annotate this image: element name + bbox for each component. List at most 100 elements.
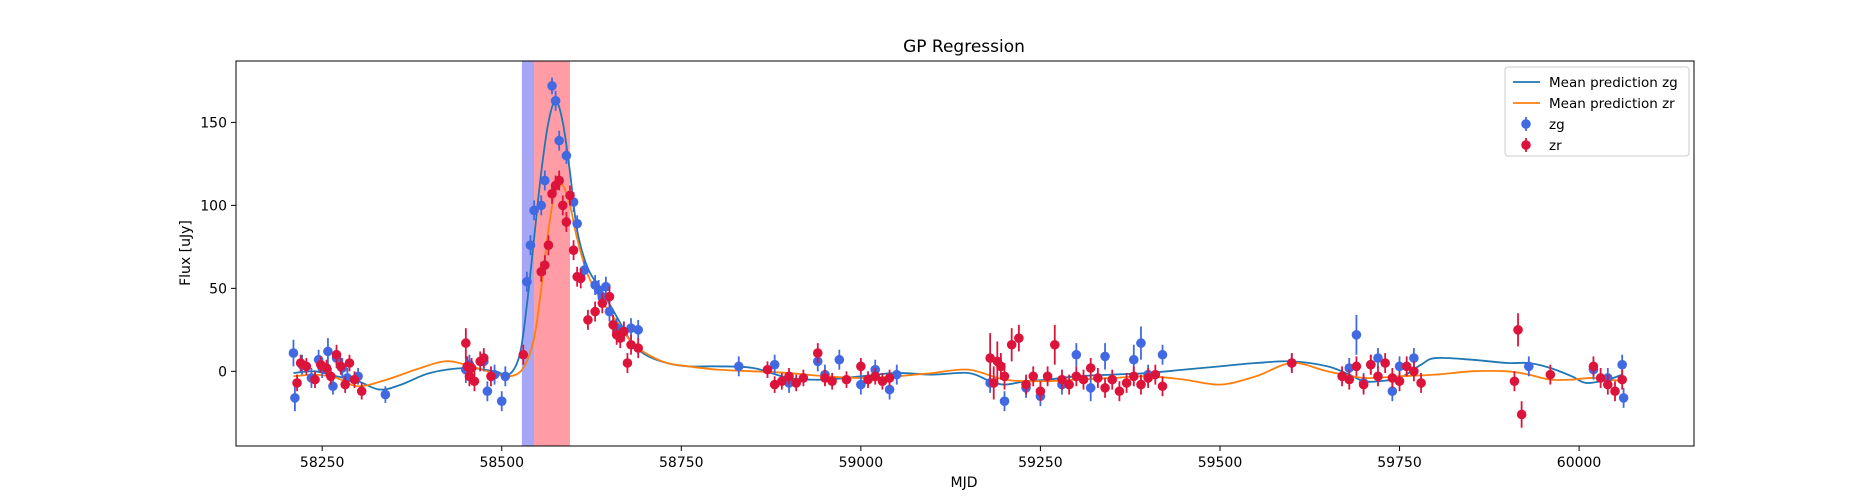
legend-label: Mean prediction zg	[1549, 75, 1678, 91]
zg-point	[1158, 350, 1168, 360]
zg-point	[572, 219, 582, 229]
zr-point	[1043, 372, 1053, 382]
zr-point	[1373, 372, 1383, 382]
y-tick-label: 50	[209, 281, 227, 297]
legend-label: zg	[1549, 117, 1565, 133]
zr-point	[1064, 380, 1074, 390]
zr-point	[619, 327, 629, 337]
y-axis-label: Flux [uJy]	[178, 220, 194, 286]
zr-point	[1409, 367, 1419, 377]
zr-point	[302, 362, 312, 372]
zg-point	[483, 386, 493, 396]
zr-point	[345, 358, 355, 368]
zr-point	[856, 362, 866, 372]
zg-point	[1072, 350, 1082, 360]
zr-point	[461, 338, 471, 348]
zr-point	[357, 386, 367, 396]
zr-point	[336, 362, 346, 372]
zr-point	[554, 176, 564, 186]
zr-point	[605, 292, 615, 302]
zr-point	[1158, 381, 1168, 391]
zr-point	[558, 201, 568, 211]
zr-point	[633, 343, 643, 353]
zg-point	[328, 381, 338, 391]
zg-point	[547, 81, 557, 91]
zr-point	[1000, 372, 1010, 382]
zr-point	[763, 365, 773, 375]
zg-point	[1129, 355, 1139, 365]
zr-point	[470, 376, 480, 386]
zg-point	[501, 372, 511, 382]
zr-point	[1136, 380, 1146, 390]
zr-point	[540, 260, 550, 270]
zr-point	[1014, 333, 1024, 343]
zg-point	[1524, 362, 1534, 372]
zr-point	[1352, 362, 1362, 372]
zr-point	[813, 348, 823, 358]
legend-label: zr	[1549, 138, 1562, 154]
zr-point	[784, 372, 794, 382]
zr-point	[1050, 340, 1060, 350]
zr-point	[1028, 372, 1038, 382]
zr-point	[597, 298, 607, 308]
zg-point	[551, 96, 561, 106]
zg-point	[323, 347, 333, 357]
zr-point	[1359, 380, 1369, 390]
zr-point	[350, 375, 360, 385]
zr-point	[486, 372, 496, 382]
x-axis-label: MJD	[951, 475, 978, 491]
legend-swatch-zg	[1521, 119, 1531, 129]
zg-point	[1352, 330, 1362, 340]
zr-point	[322, 363, 332, 373]
zr-point	[1021, 380, 1031, 390]
zr-point	[885, 373, 895, 383]
zg-point	[734, 362, 744, 372]
plot-area-frame	[236, 61, 1694, 446]
chart-title: GP Regression	[903, 37, 1025, 57]
zr-point	[842, 375, 852, 385]
y-tick-label: 150	[200, 115, 227, 131]
legend-label: Mean prediction zr	[1549, 96, 1675, 112]
zg-point	[1086, 383, 1096, 393]
zg-point	[835, 355, 845, 365]
shaded-region-1	[534, 61, 570, 446]
zr-point	[623, 358, 633, 368]
zr-point	[565, 191, 575, 201]
zr-point	[799, 373, 809, 383]
zg-point	[1617, 360, 1627, 370]
zr-point	[1079, 375, 1089, 385]
x-tick-label: 58500	[479, 455, 524, 471]
zg-point	[1100, 352, 1110, 362]
zr-point	[1115, 386, 1125, 396]
x-tick-label: 59500	[1198, 455, 1243, 471]
zr-point	[576, 274, 586, 284]
y-tick-label: 100	[200, 198, 227, 214]
zr-point	[1517, 410, 1527, 420]
zr-point	[1395, 376, 1405, 386]
zg-point	[522, 277, 532, 287]
zr-point	[562, 217, 572, 227]
zr-point	[1603, 380, 1613, 390]
zr-point	[1510, 376, 1520, 386]
x-tick-label: 58250	[300, 455, 345, 471]
zg-point	[562, 151, 572, 161]
zr-point	[1416, 378, 1426, 388]
zr-point	[518, 350, 528, 360]
zg-point	[554, 136, 564, 146]
zg-point	[633, 325, 643, 335]
zg-point	[540, 176, 550, 186]
zr-point	[1122, 378, 1132, 388]
zr-point	[583, 315, 593, 325]
zr-point	[1107, 375, 1117, 385]
mean-prediction-lines	[293, 101, 1622, 390]
zr-point	[340, 380, 350, 390]
zr-point	[1546, 370, 1556, 380]
zg-point	[1619, 393, 1629, 403]
zg-point	[381, 390, 391, 400]
zr-point	[1007, 340, 1017, 350]
x-tick-label: 59250	[1018, 455, 1063, 471]
zr-point	[827, 376, 837, 386]
zr-point	[569, 245, 579, 255]
zr-point	[292, 378, 302, 388]
